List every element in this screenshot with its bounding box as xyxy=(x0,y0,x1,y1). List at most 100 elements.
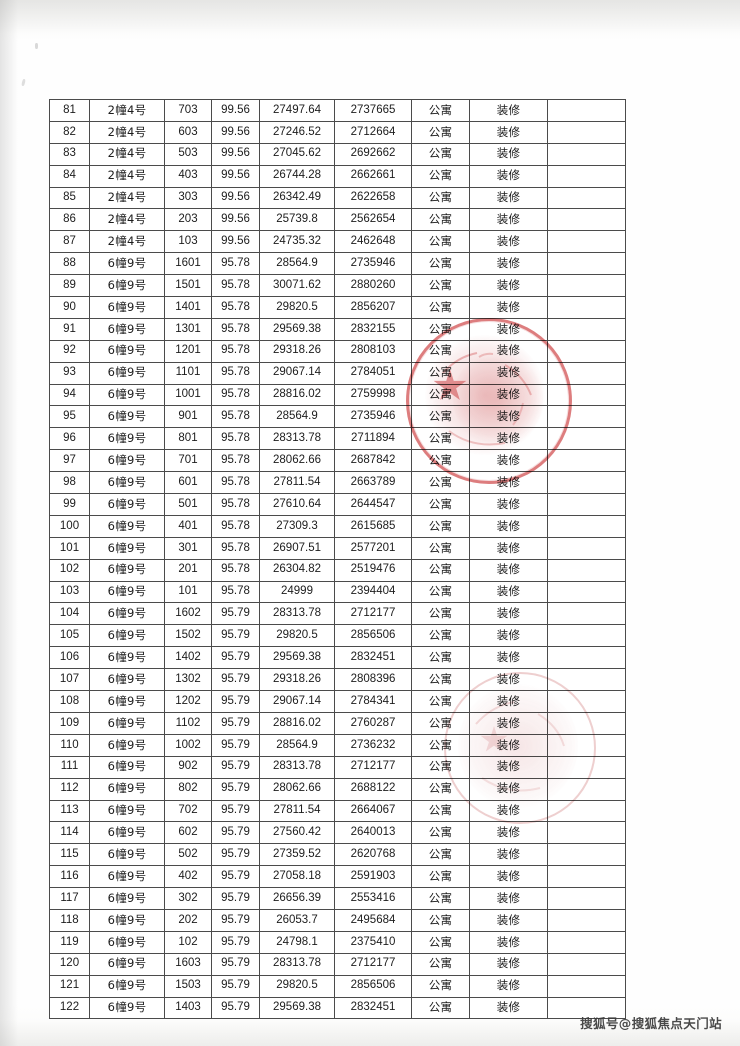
cell-type: 公寓 xyxy=(411,755,470,779)
cell-type: 公寓 xyxy=(411,383,470,407)
cell-total: 2462648 xyxy=(334,230,412,254)
cell-area: 95.79 xyxy=(211,974,260,998)
cell-room: 1102 xyxy=(164,711,212,735)
table-row: 104 6幢9号 1602 95.79 28313.78 2712177 公寓 装修 xyxy=(49,602,626,626)
cell-index: 94 xyxy=(49,383,90,407)
cell-unit_price: 28816.02 xyxy=(259,711,335,735)
cell-unit_price: 29820.5 xyxy=(259,974,335,998)
cell-index: 85 xyxy=(49,186,90,210)
cell-area: 95.78 xyxy=(211,339,260,363)
cell-unit_price: 28313.78 xyxy=(259,952,335,976)
cell-type: 公寓 xyxy=(411,996,470,1020)
cell-finish: 装修 xyxy=(469,514,548,538)
cell-total: 2620768 xyxy=(334,843,412,867)
cell-unit_price: 29569.38 xyxy=(259,646,335,670)
cell-note xyxy=(547,427,626,451)
table-row: 85 2幢4号 303 99.56 26342.49 2622658 公寓 装修 xyxy=(49,186,626,210)
cell-finish: 装修 xyxy=(469,602,548,626)
cell-index: 101 xyxy=(49,536,90,560)
cell-note xyxy=(547,646,626,670)
cell-note xyxy=(547,274,626,298)
cell-type: 公寓 xyxy=(411,274,470,298)
scan-edge-left xyxy=(0,0,18,1046)
cell-building: 6幢9号 xyxy=(89,449,165,473)
cell-index: 88 xyxy=(49,252,90,276)
cell-type: 公寓 xyxy=(411,558,470,582)
cell-room: 403 xyxy=(164,164,212,188)
table-row: 114 6幢9号 602 95.79 27560.42 2640013 公寓 装修 xyxy=(49,821,626,845)
cell-type: 公寓 xyxy=(411,99,470,122)
cell-unit_price: 27309.3 xyxy=(259,514,335,538)
cell-room: 301 xyxy=(164,536,212,560)
cell-note xyxy=(547,930,626,954)
cell-building: 6幢9号 xyxy=(89,733,165,757)
cell-unit_price: 28062.66 xyxy=(259,449,335,473)
cell-room: 502 xyxy=(164,843,212,867)
cell-index: 93 xyxy=(49,361,90,385)
cell-unit_price: 28564.9 xyxy=(259,733,335,757)
cell-area: 95.78 xyxy=(211,580,260,604)
cell-total: 2737665 xyxy=(334,99,412,122)
cell-unit_price: 26744.28 xyxy=(259,164,335,188)
cell-unit_price: 27359.52 xyxy=(259,843,335,867)
cell-note xyxy=(547,821,626,845)
table-row: 92 6幢9号 1201 95.78 29318.26 2808103 公寓 装修 xyxy=(49,339,626,363)
cell-unit_price: 28313.78 xyxy=(259,602,335,626)
cell-type: 公寓 xyxy=(411,908,470,932)
cell-finish: 装修 xyxy=(469,471,548,495)
table-row: 89 6幢9号 1501 95.78 30071.62 2880260 公寓 装修 xyxy=(49,274,626,298)
cell-finish: 装修 xyxy=(469,711,548,735)
cell-note xyxy=(547,887,626,910)
table-row: 97 6幢9号 701 95.78 28062.66 2687842 公寓 装修 xyxy=(49,449,626,473)
cell-room: 1101 xyxy=(164,361,212,385)
cell-area: 99.56 xyxy=(211,120,260,144)
cell-building: 6幢9号 xyxy=(89,514,165,538)
cell-total: 2553416 xyxy=(334,887,412,910)
cell-index: 96 xyxy=(49,427,90,451)
cell-room: 1301 xyxy=(164,317,212,341)
cell-building: 6幢9号 xyxy=(89,777,165,801)
cell-finish: 装修 xyxy=(469,120,548,144)
cell-finish: 装修 xyxy=(469,668,548,692)
cell-room: 503 xyxy=(164,142,212,166)
table-row: 118 6幢9号 202 95.79 26053.7 2495684 公寓 装修 xyxy=(49,908,626,932)
cell-building: 2幢4号 xyxy=(89,230,165,254)
table-row: 117 6幢9号 302 95.79 26656.39 2553416 公寓 装修 xyxy=(49,887,626,910)
cell-note xyxy=(547,449,626,473)
cell-total: 2832155 xyxy=(334,317,412,341)
cell-room: 901 xyxy=(164,405,212,429)
cell-type: 公寓 xyxy=(411,120,470,144)
cell-total: 2394404 xyxy=(334,580,412,604)
table-row: 106 6幢9号 1402 95.79 29569.38 2832451 公寓 装修 xyxy=(49,646,626,670)
cell-type: 公寓 xyxy=(411,317,470,341)
cell-index: 104 xyxy=(49,602,90,626)
cell-note xyxy=(547,252,626,276)
cell-finish: 装修 xyxy=(469,427,548,451)
cell-building: 6幢9号 xyxy=(89,339,165,363)
cell-total: 2663789 xyxy=(334,471,412,495)
table-row: 91 6幢9号 1301 95.78 29569.38 2832155 公寓 装修 xyxy=(49,317,626,341)
cell-note xyxy=(547,339,626,363)
cell-room: 703 xyxy=(164,99,212,122)
cell-type: 公寓 xyxy=(411,580,470,604)
cell-index: 113 xyxy=(49,799,90,823)
table-row: 121 6幢9号 1503 95.79 29820.5 2856506 公寓 装修 xyxy=(49,974,626,998)
cell-type: 公寓 xyxy=(411,449,470,473)
cell-finish: 装修 xyxy=(469,733,548,757)
cell-building: 6幢9号 xyxy=(89,996,165,1020)
cell-area: 95.79 xyxy=(211,930,260,954)
cell-room: 1002 xyxy=(164,733,212,757)
cell-unit_price: 24798.1 xyxy=(259,930,335,954)
cell-finish: 装修 xyxy=(469,99,548,122)
cell-building: 2幢4号 xyxy=(89,120,165,144)
cell-total: 2856207 xyxy=(334,296,412,319)
cell-building: 6幢9号 xyxy=(89,471,165,495)
cell-area: 95.79 xyxy=(211,887,260,910)
table-row: 109 6幢9号 1102 95.79 28816.02 2760287 公寓 装修 xyxy=(49,711,626,735)
cell-type: 公寓 xyxy=(411,843,470,867)
cell-total: 2760287 xyxy=(334,711,412,735)
cell-building: 6幢9号 xyxy=(89,843,165,867)
cell-finish: 装修 xyxy=(469,252,548,276)
cell-total: 2688122 xyxy=(334,777,412,801)
cell-finish: 装修 xyxy=(469,799,548,823)
